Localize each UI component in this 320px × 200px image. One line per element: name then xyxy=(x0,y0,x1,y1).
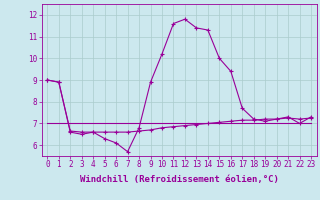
X-axis label: Windchill (Refroidissement éolien,°C): Windchill (Refroidissement éolien,°C) xyxy=(80,175,279,184)
